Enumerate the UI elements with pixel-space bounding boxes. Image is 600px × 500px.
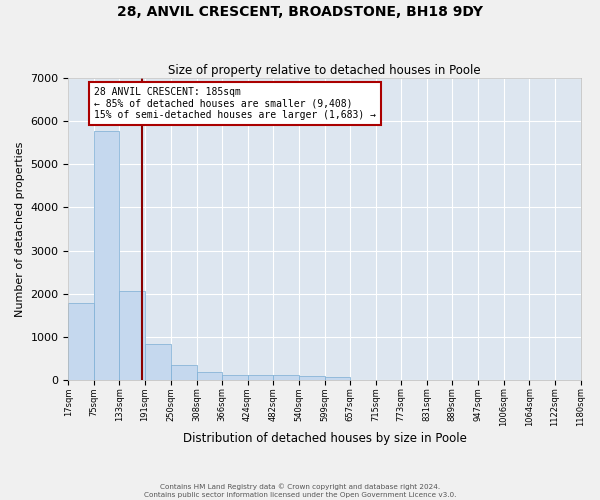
Text: 28 ANVIL CRESCENT: 185sqm
← 85% of detached houses are smaller (9,408)
15% of se: 28 ANVIL CRESCENT: 185sqm ← 85% of detac… — [94, 87, 376, 120]
Bar — [222, 374, 248, 380]
Bar — [197, 372, 222, 380]
Bar — [171, 365, 197, 380]
Bar — [68, 303, 94, 380]
Bar — [94, 130, 119, 380]
Text: Contains HM Land Registry data © Crown copyright and database right 2024.
Contai: Contains HM Land Registry data © Crown c… — [144, 484, 456, 498]
Bar — [273, 376, 299, 380]
Bar — [119, 291, 145, 380]
Title: Size of property relative to detached houses in Poole: Size of property relative to detached ho… — [168, 64, 481, 77]
Bar — [325, 377, 350, 380]
Text: 28, ANVIL CRESCENT, BROADSTONE, BH18 9DY: 28, ANVIL CRESCENT, BROADSTONE, BH18 9DY — [117, 5, 483, 19]
Bar — [299, 376, 325, 380]
Bar — [248, 375, 273, 380]
Bar — [145, 344, 171, 380]
X-axis label: Distribution of detached houses by size in Poole: Distribution of detached houses by size … — [182, 432, 466, 445]
Y-axis label: Number of detached properties: Number of detached properties — [15, 142, 25, 316]
